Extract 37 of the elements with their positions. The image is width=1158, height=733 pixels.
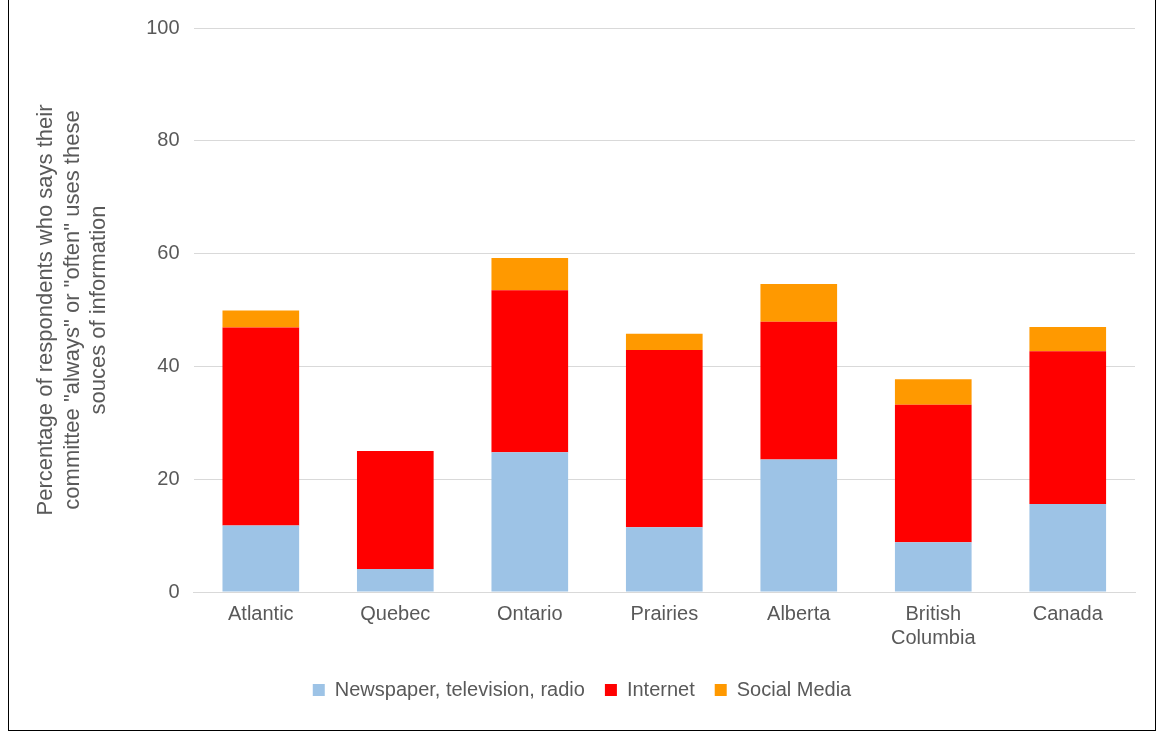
bar: [894, 379, 972, 405]
bar: [491, 452, 569, 592]
bar: [625, 333, 703, 351]
x-tick-label: Quebec: [360, 601, 431, 624]
x-tick-label: British Columbia: [891, 601, 977, 648]
bar: [356, 568, 434, 592]
bar: [356, 451, 434, 569]
x-tick-label: Canada: [1032, 601, 1104, 624]
bar: [894, 404, 972, 543]
y-tick-label: 40: [157, 353, 180, 376]
y-tick-label: 20: [157, 466, 180, 489]
x-tick-label: Ontario: [497, 601, 563, 624]
bar: [1029, 504, 1107, 592]
y-axis-title: Percentage of respondents who says their committee "always" or "often" uses these souces of information: [32, 104, 111, 516]
y-tick-label: 80: [157, 128, 180, 151]
bar: [760, 459, 838, 592]
bar: [760, 284, 838, 322]
legend-label: Newspaper, television, radio: [334, 677, 585, 700]
bar: [625, 527, 703, 592]
x-tick-label: Prairies: [630, 601, 699, 624]
bar: [222, 525, 300, 592]
x-tick-label: Alberta: [767, 601, 832, 624]
bar: [491, 258, 569, 291]
bar: [760, 321, 838, 460]
bar: [222, 310, 300, 328]
bar: [625, 350, 703, 528]
x-tick-label: Atlantic: [228, 601, 294, 624]
bar: [491, 290, 569, 453]
bar: [894, 542, 972, 592]
legend-label: Internet: [626, 677, 696, 700]
y-tick-label: 60: [157, 241, 180, 264]
y-tick-label: 100: [146, 15, 180, 38]
bar: [222, 327, 300, 526]
y-tick-label: 0: [168, 579, 180, 602]
bar: [1029, 326, 1107, 352]
bar: [1029, 351, 1107, 505]
legend-label: Social Media: [736, 677, 853, 700]
